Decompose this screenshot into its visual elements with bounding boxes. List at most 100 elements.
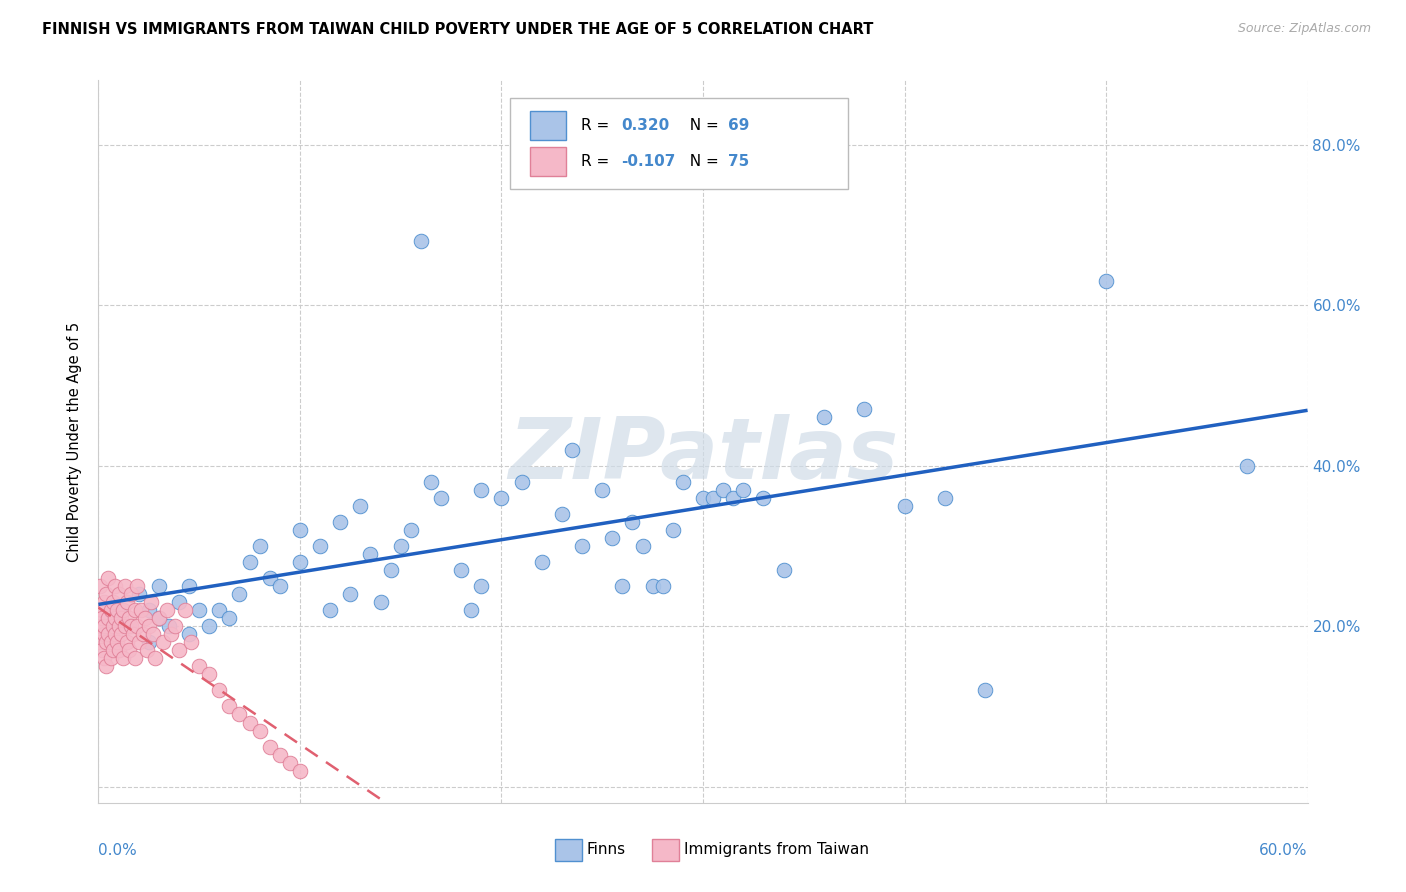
Bar (652, 838, 679, 861)
Point (103, 627, 125, 641)
Point (121, 627, 143, 641)
Point (96, 635, 118, 649)
Point (853, 402, 876, 417)
Point (89, 579, 111, 593)
Point (561, 442, 583, 457)
Text: N =: N = (681, 118, 724, 133)
Point (93, 651, 115, 665)
Point (129, 603, 152, 617)
Point (329, 515, 352, 529)
Point (97, 627, 120, 641)
Point (101, 619, 124, 633)
Point (148, 611, 170, 625)
Text: R =: R = (581, 118, 614, 133)
Point (711, 483, 734, 497)
Point (167, 595, 190, 609)
Point (621, 515, 644, 529)
Point (110, 627, 132, 641)
Point (100, 635, 122, 649)
Point (188, 659, 211, 673)
Point (228, 707, 250, 722)
Point (813, 410, 835, 425)
Point (510, 475, 533, 489)
Point (100, 603, 122, 617)
Point (89, 635, 111, 649)
Point (118, 619, 141, 633)
Point (188, 603, 211, 617)
Point (672, 475, 695, 489)
Point (180, 635, 202, 649)
Point (134, 611, 156, 625)
Point (97, 627, 120, 641)
Point (105, 635, 128, 649)
Text: R =: R = (581, 154, 614, 169)
Point (148, 611, 170, 625)
Point (1095, 274, 1118, 288)
Point (163, 619, 186, 633)
Text: -0.107: -0.107 (621, 154, 675, 169)
Point (93, 595, 115, 609)
Y-axis label: Child Poverty Under the Age of 5: Child Poverty Under the Age of 5 (67, 321, 83, 562)
Point (198, 667, 221, 681)
Point (723, 491, 745, 505)
Point (259, 739, 281, 754)
Point (107, 603, 129, 617)
Point (349, 499, 371, 513)
Text: 60.0%: 60.0% (1260, 843, 1308, 857)
Point (120, 619, 142, 633)
Text: Immigrants from Taiwan: Immigrants from Taiwan (683, 842, 869, 857)
Text: FINNISH VS IMMIGRANTS FROM TAIWAN CHILD POVERTY UNDER THE AGE OF 5 CORRELATION C: FINNISH VS IMMIGRANTS FROM TAIWAN CHILD … (42, 22, 873, 37)
Point (138, 603, 160, 617)
Point (111, 603, 134, 617)
Point (101, 595, 124, 609)
Point (602, 531, 624, 545)
Point (97, 611, 120, 625)
Point (470, 579, 492, 593)
Point (120, 587, 142, 601)
Point (96, 587, 118, 601)
Point (107, 619, 129, 633)
Point (111, 651, 134, 665)
Point (491, 491, 513, 505)
Point (934, 491, 956, 505)
Point (118, 611, 141, 625)
Text: Source: ZipAtlas.com: Source: ZipAtlas.com (1237, 22, 1371, 36)
Text: Finns: Finns (586, 842, 626, 857)
Point (551, 507, 574, 521)
Point (651, 579, 673, 593)
Point (142, 627, 165, 641)
Point (399, 523, 422, 537)
FancyBboxPatch shape (509, 98, 848, 189)
Point (91, 603, 114, 617)
Point (128, 635, 150, 649)
Point (733, 483, 755, 497)
Point (430, 491, 453, 505)
Point (105, 603, 128, 617)
Point (139, 595, 162, 609)
Point (228, 587, 250, 601)
Point (110, 611, 132, 625)
Text: 69: 69 (728, 118, 749, 133)
Point (278, 756, 301, 770)
Point (239, 555, 262, 569)
Point (138, 619, 160, 633)
Point (370, 595, 392, 609)
Point (249, 723, 271, 738)
Point (208, 683, 231, 698)
Text: 0.0%: 0.0% (98, 843, 138, 857)
Point (409, 234, 432, 248)
Point (118, 643, 141, 657)
Point (124, 651, 146, 665)
Point (179, 579, 201, 593)
Text: ZIPatlas: ZIPatlas (508, 415, 898, 498)
Point (420, 475, 443, 489)
Point (152, 635, 174, 649)
Point (288, 523, 311, 537)
Point (612, 579, 634, 593)
Text: 0.320: 0.320 (621, 118, 669, 133)
Text: 75: 75 (728, 154, 749, 169)
Point (339, 587, 361, 601)
Point (380, 563, 402, 577)
Point (174, 603, 197, 617)
Point (259, 571, 281, 585)
